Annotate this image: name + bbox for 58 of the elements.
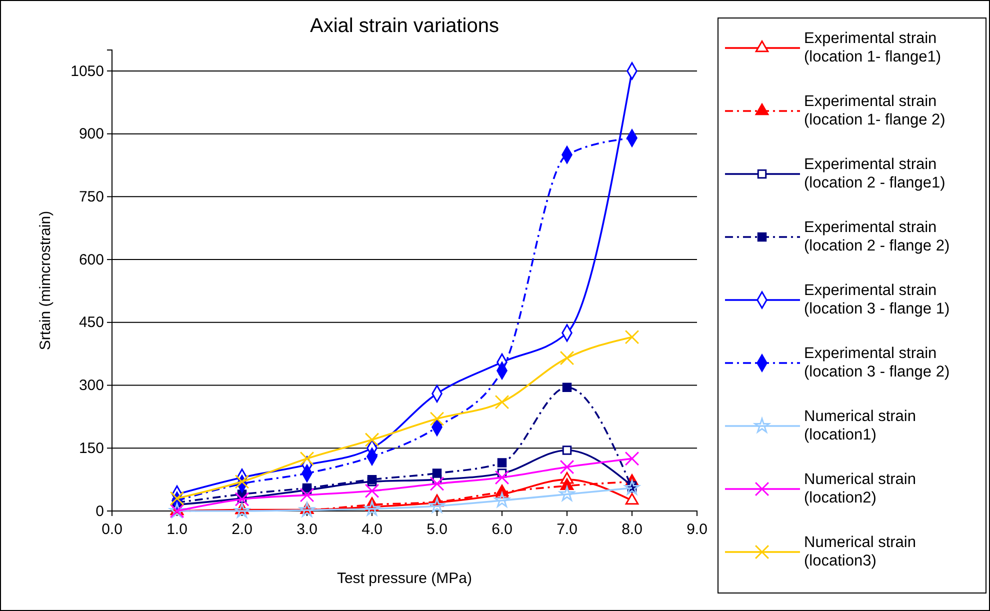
x-tick-label: 4.0 xyxy=(362,521,382,538)
legend-label: Experimental strain (location 2 - flange 2) xyxy=(804,219,950,255)
point xyxy=(560,350,574,366)
legend-label: Numerical strain (location3) xyxy=(804,534,916,570)
point xyxy=(625,492,639,505)
legend-label: Numerical strain (location2) xyxy=(804,471,916,507)
point xyxy=(560,460,574,474)
y-tick-label: 600 xyxy=(78,251,104,268)
y-tick-label: 150 xyxy=(78,440,104,457)
point xyxy=(367,474,377,484)
point xyxy=(494,394,510,410)
point xyxy=(170,491,184,506)
y-tick-label: 450 xyxy=(78,314,104,332)
y-tick-label: 0 xyxy=(96,502,104,520)
point xyxy=(624,451,640,466)
x-tick-label: 2.0 xyxy=(232,521,252,538)
legend-label: Experimental strain (location 1- flange 2) xyxy=(804,93,946,129)
x-tick-label: 8.0 xyxy=(622,521,642,538)
x-axis-title: Test pressure (MPa) xyxy=(336,570,472,587)
x-tick-label: 9.0 xyxy=(686,521,708,538)
legend-label: Experimental strain (location 2 - flange1) xyxy=(804,156,946,192)
legend-label: Experimental strain (location 1- flange1) xyxy=(804,30,941,66)
point xyxy=(299,502,315,517)
y-axis-title: Srtain (mimcrostrain) xyxy=(37,210,54,350)
point xyxy=(494,492,510,508)
x-tick-label: 6.0 xyxy=(492,521,512,538)
point xyxy=(559,486,575,501)
point xyxy=(624,330,640,344)
point xyxy=(430,412,444,426)
x-tick-label: 3.0 xyxy=(296,521,318,538)
point xyxy=(364,500,380,516)
point xyxy=(234,502,250,518)
point xyxy=(300,451,314,466)
legend-label: Numerical strain (location1) xyxy=(804,408,916,444)
point xyxy=(364,484,380,498)
point xyxy=(432,468,442,478)
point xyxy=(234,474,250,489)
y-tick-label: 750 xyxy=(78,188,104,206)
point xyxy=(300,488,314,502)
point xyxy=(429,498,445,513)
y-tick-label: 900 xyxy=(78,126,104,143)
point xyxy=(364,432,380,447)
y-tick-label: 1050 xyxy=(70,62,104,80)
point xyxy=(562,446,572,455)
x-tick-label: 1.0 xyxy=(166,521,188,538)
y-tick-label: 300 xyxy=(78,377,104,394)
x-tick-label: 5.0 xyxy=(426,521,448,538)
legend-label: Experimental strain (location 3 - flange 1) xyxy=(804,282,950,318)
x-tick-label: 0.0 xyxy=(102,521,122,538)
point xyxy=(234,492,250,506)
x-tick-label: 7.0 xyxy=(556,521,578,538)
point xyxy=(624,480,640,495)
point xyxy=(494,470,510,485)
legend-label: Experimental strain (location 3 - flange 2) xyxy=(804,345,950,381)
point xyxy=(497,458,507,468)
chart-title: Axial strain variations xyxy=(310,15,499,37)
point xyxy=(430,476,444,491)
point xyxy=(562,382,572,392)
